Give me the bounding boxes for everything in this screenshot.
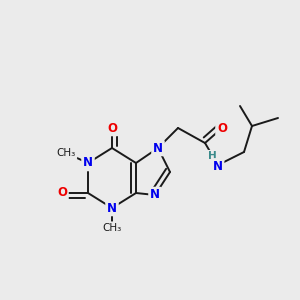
Text: CH₃: CH₃ <box>56 148 76 158</box>
Text: N: N <box>213 160 223 172</box>
Text: N: N <box>153 142 163 154</box>
Text: N: N <box>107 202 117 214</box>
Text: N: N <box>150 188 160 202</box>
Text: H: H <box>208 151 216 161</box>
Text: O: O <box>107 122 117 134</box>
Text: O: O <box>57 187 67 200</box>
Text: N: N <box>83 157 93 169</box>
Text: O: O <box>217 122 227 134</box>
Text: CH₃: CH₃ <box>102 223 122 233</box>
